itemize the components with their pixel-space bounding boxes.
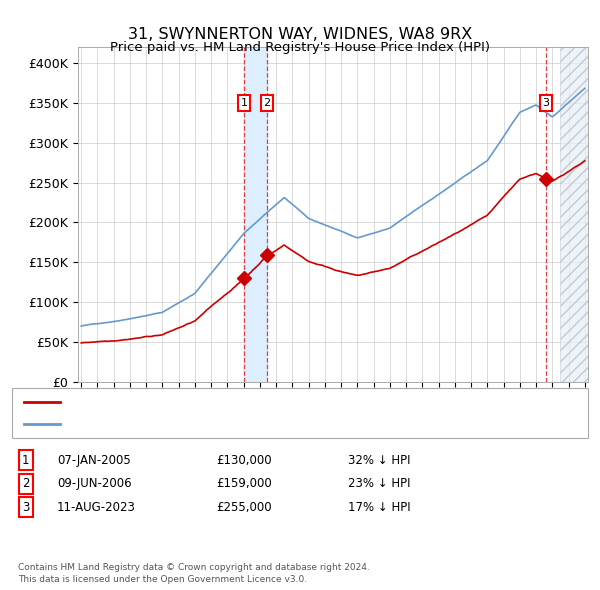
Text: Contains HM Land Registry data © Crown copyright and database right 2024.: Contains HM Land Registry data © Crown c… [18, 563, 370, 572]
Text: 31, SWYNNERTON WAY, WIDNES, WA8 9RX (detached house): 31, SWYNNERTON WAY, WIDNES, WA8 9RX (det… [66, 396, 406, 407]
Text: £255,000: £255,000 [216, 501, 272, 514]
Text: This data is licensed under the Open Government Licence v3.0.: This data is licensed under the Open Gov… [18, 575, 307, 584]
Text: 1: 1 [241, 98, 247, 108]
Text: HPI: Average price, detached house, Halton: HPI: Average price, detached house, Halt… [66, 419, 309, 429]
Text: 3: 3 [22, 501, 29, 514]
Text: 09-JUN-2006: 09-JUN-2006 [57, 477, 131, 490]
Text: 1: 1 [22, 454, 29, 467]
Text: 32% ↓ HPI: 32% ↓ HPI [348, 454, 410, 467]
Bar [244, 47, 267, 382]
Text: £130,000: £130,000 [216, 454, 272, 467]
Text: 11-AUG-2023: 11-AUG-2023 [57, 501, 136, 514]
Text: 23% ↓ HPI: 23% ↓ HPI [348, 477, 410, 490]
Text: 31, SWYNNERTON WAY, WIDNES, WA8 9RX: 31, SWYNNERTON WAY, WIDNES, WA8 9RX [128, 27, 472, 41]
Text: 17% ↓ HPI: 17% ↓ HPI [348, 501, 410, 514]
Text: 2: 2 [263, 98, 271, 108]
Text: Price paid vs. HM Land Registry's House Price Index (HPI): Price paid vs. HM Land Registry's House … [110, 41, 490, 54]
Text: £159,000: £159,000 [216, 477, 272, 490]
Text: 2: 2 [22, 477, 29, 490]
Text: 3: 3 [542, 98, 550, 108]
Text: 07-JAN-2005: 07-JAN-2005 [57, 454, 131, 467]
Bar [560, 47, 588, 382]
